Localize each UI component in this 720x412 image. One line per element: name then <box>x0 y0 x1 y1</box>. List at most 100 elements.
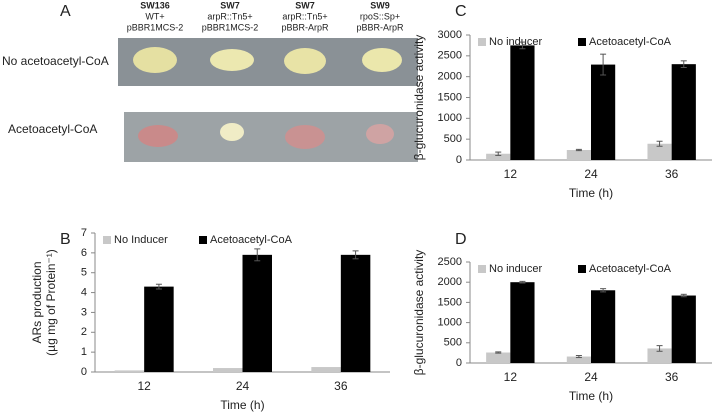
colony <box>362 48 402 72</box>
y-tick-label: 1500 <box>438 296 462 308</box>
legend-label: No inducer <box>489 263 543 275</box>
strain: SW7 <box>295 0 315 10</box>
error-bar <box>155 283 162 290</box>
y-tick-label: 2500 <box>438 50 462 62</box>
x-tick-label: 24 <box>236 379 250 393</box>
bar <box>144 286 174 372</box>
y-tick-label: 1000 <box>438 317 462 329</box>
y-axis-title: (µg mg of Protein⁻¹) <box>44 249 58 356</box>
panel-label: B <box>60 231 71 248</box>
colony <box>366 124 394 144</box>
colony <box>133 47 177 73</box>
x-tick-label: 24 <box>584 370 598 384</box>
bar <box>671 64 696 160</box>
legend-swatch <box>103 236 111 244</box>
strain: SW7 <box>220 0 240 10</box>
y-tick-label: 500 <box>444 133 462 145</box>
y-tick-label: 2 <box>81 326 87 338</box>
bar <box>213 368 243 372</box>
error-bar <box>254 248 261 262</box>
y-tick-label: 2000 <box>438 71 462 83</box>
panel-label: D <box>455 231 467 248</box>
error-bar <box>600 53 607 76</box>
plasmid: pBBR1MCS-2 <box>127 22 184 32</box>
bar <box>510 45 535 160</box>
legend-swatch <box>199 236 207 244</box>
legend-label: No inducer <box>489 36 543 48</box>
y-tick-label: 500 <box>444 337 462 349</box>
legend-label: Acetoacetyl-CoA <box>589 36 672 48</box>
genotype: rpoS::Sp+ <box>360 11 400 21</box>
y-tick-label: 2000 <box>438 276 462 288</box>
y-axis-title: β-glucuronidase activity <box>412 250 426 376</box>
error-bar <box>656 345 663 352</box>
error-bar <box>495 351 502 354</box>
y-tick-label: 0 <box>456 357 462 369</box>
bar <box>591 290 616 363</box>
error-bar <box>600 288 607 293</box>
row-label: Acetoacetyl-CoA <box>8 122 97 136</box>
bar <box>486 153 511 160</box>
panel-a: A <box>60 3 418 162</box>
bar <box>591 64 616 160</box>
bar <box>340 254 371 372</box>
y-tick-label: 7 <box>81 227 87 239</box>
x-tick-label: 36 <box>665 370 679 384</box>
error-bar <box>680 293 687 298</box>
bar <box>311 367 341 372</box>
bar <box>486 352 511 363</box>
legend-swatch <box>478 265 486 273</box>
strain: SW136 <box>140 0 170 10</box>
bar <box>647 348 672 363</box>
x-axis-title: Time (h) <box>569 389 613 403</box>
y-tick-label: 1000 <box>438 112 462 124</box>
y-tick-label: 1 <box>81 346 87 358</box>
genotype: WT+ <box>145 11 164 21</box>
bar <box>671 295 696 363</box>
y-tick-label: 2500 <box>438 256 462 268</box>
x-tick-label: 12 <box>504 167 518 181</box>
panel-label: A <box>60 3 71 20</box>
row-label: No acetoacetyl-CoA <box>2 54 109 68</box>
x-tick-label: 12 <box>504 370 518 384</box>
y-tick-label: 0 <box>81 366 87 378</box>
plasmid: pBBR-ArpR <box>281 22 329 32</box>
bar <box>242 254 272 372</box>
y-tick-label: 3 <box>81 306 87 318</box>
x-tick-label: 36 <box>665 167 679 181</box>
bar <box>114 370 145 372</box>
legend-label: No Inducer <box>114 234 168 246</box>
y-axis-title: ARs production <box>30 261 44 343</box>
strain: SW9 <box>370 0 390 10</box>
y-tick-label: 6 <box>81 247 87 259</box>
y-tick-label: 5 <box>81 267 87 279</box>
error-bar <box>680 60 687 68</box>
error-bar <box>656 140 663 147</box>
colony <box>285 125 325 149</box>
error-bar <box>575 355 582 359</box>
legend-swatch <box>578 38 586 46</box>
error-bar <box>519 280 526 284</box>
error-bar <box>519 41 526 50</box>
y-tick-label: 0 <box>456 154 462 166</box>
bar <box>510 282 535 363</box>
error-bar <box>352 250 359 260</box>
y-tick-label: 4 <box>81 286 87 298</box>
x-axis-title: Time (h) <box>569 186 613 200</box>
x-tick-label: 12 <box>137 379 151 393</box>
error-bar <box>575 148 582 152</box>
genotype: arpR::Tn5+ <box>282 11 327 21</box>
colony <box>284 48 326 74</box>
genotype: arpR::Tn5+ <box>207 11 252 21</box>
x-tick-label: 36 <box>334 379 348 393</box>
x-tick-label: 24 <box>584 167 598 181</box>
y-tick-label: 1500 <box>438 91 462 103</box>
colony <box>220 123 244 141</box>
colony <box>138 125 178 147</box>
legend-label: Acetoacetyl-CoA <box>210 234 293 246</box>
x-axis-title: Time (h) <box>220 398 264 412</box>
panel-label: C <box>455 3 467 20</box>
colony <box>210 49 254 71</box>
